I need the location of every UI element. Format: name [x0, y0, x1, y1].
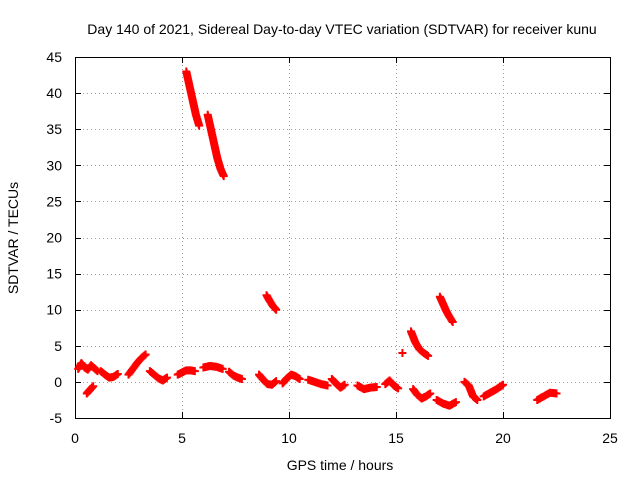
data-series — [199, 362, 227, 373]
data-point — [499, 380, 507, 389]
y-tick-label: 15 — [46, 266, 62, 282]
data-series — [381, 376, 403, 393]
data-point — [113, 369, 122, 378]
data-series — [406, 327, 433, 360]
grid-lines — [75, 57, 610, 418]
data-point — [552, 389, 561, 398]
x-tick-label: 10 — [281, 430, 297, 446]
y-tick-label: 35 — [46, 121, 62, 137]
data-point — [398, 349, 407, 358]
data-point — [424, 351, 433, 360]
x-tick-label: 25 — [602, 430, 618, 446]
data-series — [432, 395, 460, 410]
x-tick-label: 5 — [178, 430, 186, 446]
y-tick-label: 0 — [54, 374, 62, 390]
data-series — [479, 380, 507, 401]
data-point — [394, 384, 403, 393]
y-tick-label: 20 — [46, 230, 62, 246]
data-point — [323, 381, 332, 390]
data-series — [278, 370, 304, 388]
data-point — [340, 380, 349, 389]
x-tick-label: 0 — [71, 430, 79, 446]
y-tick-label: 45 — [46, 49, 62, 65]
data-series — [353, 381, 381, 394]
data-series — [145, 367, 172, 385]
data-series — [82, 382, 98, 398]
y-tick-label: 30 — [46, 157, 62, 173]
data-point — [426, 389, 435, 398]
chart-title: Day 140 of 2021, Sidereal Day-to-day VTE… — [87, 21, 596, 37]
data-point — [190, 367, 199, 376]
data-point — [272, 377, 281, 386]
data-series — [460, 377, 482, 404]
data-series — [435, 292, 457, 326]
data-point — [448, 317, 457, 326]
data-series — [398, 349, 407, 358]
data-series — [124, 350, 150, 379]
plot-border — [75, 57, 611, 419]
data-series — [304, 375, 332, 390]
data-series — [533, 388, 561, 404]
data-point — [237, 375, 246, 384]
data-point — [163, 373, 172, 382]
y-tick-label: 25 — [46, 193, 62, 209]
data-point — [451, 398, 460, 407]
data-point — [218, 364, 227, 373]
y-tick-label: 5 — [54, 338, 62, 354]
data-series — [173, 366, 199, 379]
data-series — [225, 367, 246, 384]
data-series — [262, 291, 281, 314]
data-series — [255, 370, 281, 389]
data-series — [327, 375, 349, 392]
data-point — [89, 382, 98, 391]
y-axis-label: SDTVAR / TECUs — [5, 182, 21, 294]
data-point — [141, 350, 150, 359]
axes — [75, 57, 611, 419]
data-point — [473, 395, 482, 404]
data-series — [409, 385, 435, 403]
data-point — [195, 121, 204, 130]
data-series — [74, 359, 102, 376]
data-point — [272, 305, 281, 314]
data-point — [295, 375, 304, 384]
x-tick-label: 15 — [388, 430, 404, 446]
data-point — [219, 172, 228, 181]
data-point — [372, 382, 381, 391]
y-tick-label: 40 — [46, 85, 62, 101]
tick-labels: 0 5 10 15 20 25 -5 0 5 10 15 20 25 30 35 40 45 — [46, 49, 618, 446]
data-series — [182, 67, 204, 130]
x-axis-label: GPS time / hours — [287, 457, 394, 473]
y-tick-label: 10 — [46, 302, 62, 318]
data-series — [96, 367, 122, 382]
x-tick-label: 20 — [495, 430, 511, 446]
data-points — [74, 67, 561, 410]
data-series — [203, 110, 228, 181]
y-tick-label: -5 — [50, 410, 63, 426]
